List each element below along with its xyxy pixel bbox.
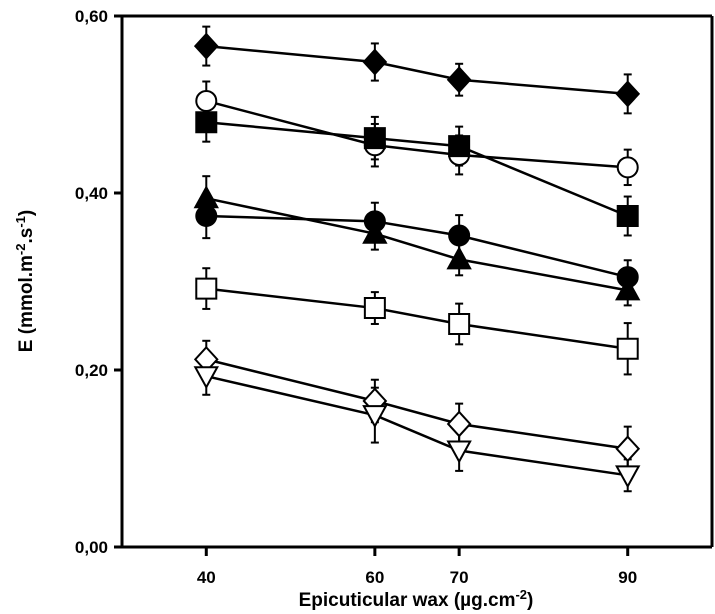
series-line <box>206 287 628 350</box>
series-line <box>206 44 628 96</box>
series-markers <box>193 32 641 489</box>
data-point <box>195 277 218 300</box>
series-line <box>206 120 629 218</box>
data-point <box>362 220 388 244</box>
data-point <box>363 210 386 233</box>
series-line <box>205 358 628 451</box>
series-lines <box>205 44 629 477</box>
y-tick-label: 0,60 <box>75 7 108 26</box>
data-point <box>363 297 386 320</box>
ticks: 40 60 70 90 0,00 0,20 0,40 0,60 <box>75 7 637 587</box>
data-point <box>446 66 472 94</box>
data-point <box>615 277 641 301</box>
series-line <box>206 374 628 477</box>
x-axis-title: Epicuticular wax (µg.cm-2) <box>299 587 534 612</box>
data-point <box>363 127 386 150</box>
data-point <box>446 246 472 270</box>
data-point <box>448 312 471 335</box>
series-line <box>206 214 629 279</box>
x-tick-label: 70 <box>450 568 469 587</box>
data-point <box>615 80 641 108</box>
data-point <box>195 111 218 134</box>
y-axis-title: E (mmol.m-2.s-1) <box>13 210 38 352</box>
y-tick-label: 0,20 <box>75 361 108 380</box>
y-tick-label: 0,00 <box>75 538 108 557</box>
data-point <box>448 135 471 158</box>
data-point <box>193 32 219 60</box>
data-point <box>195 205 218 228</box>
data-point <box>362 405 388 429</box>
series-line <box>206 197 628 292</box>
axes <box>120 14 714 549</box>
data-point <box>615 435 641 463</box>
data-point <box>448 224 471 247</box>
data-point <box>193 366 219 390</box>
data-point <box>616 266 639 289</box>
x-tick-label: 40 <box>197 568 216 587</box>
data-point <box>615 465 641 489</box>
x-tick-label: 60 <box>365 568 384 587</box>
x-tick-label: 90 <box>618 568 637 587</box>
y-tick-label: 0,40 <box>75 184 108 203</box>
data-point <box>446 410 472 438</box>
data-point <box>616 156 639 179</box>
data-point <box>362 48 388 76</box>
data-point <box>446 440 472 464</box>
series-line <box>205 99 628 169</box>
data-point <box>616 337 639 360</box>
data-point <box>195 89 218 112</box>
data-point <box>616 205 639 228</box>
